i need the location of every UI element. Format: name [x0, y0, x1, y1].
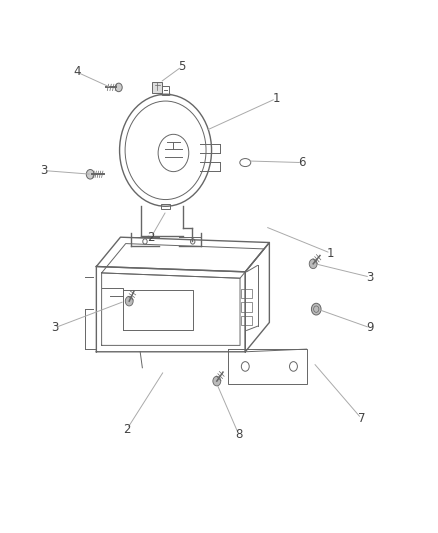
Circle shape — [143, 239, 147, 244]
Circle shape — [311, 303, 321, 315]
Bar — [152, 82, 162, 93]
Bar — [241, 289, 252, 298]
Bar — [162, 86, 169, 95]
Text: 1: 1 — [272, 92, 280, 105]
Text: 2: 2 — [123, 423, 131, 435]
Text: 6: 6 — [298, 156, 306, 169]
Text: 1: 1 — [327, 247, 335, 260]
Text: 2: 2 — [147, 231, 155, 244]
Bar — [228, 349, 307, 384]
Circle shape — [191, 239, 195, 244]
Circle shape — [115, 83, 122, 92]
Circle shape — [125, 296, 133, 306]
Bar — [241, 316, 252, 325]
Bar — [241, 302, 252, 312]
Text: 8: 8 — [235, 428, 242, 441]
Circle shape — [290, 361, 297, 371]
Circle shape — [213, 376, 221, 386]
Text: 9: 9 — [366, 321, 374, 334]
Bar — [161, 204, 170, 209]
Circle shape — [241, 361, 249, 371]
Text: 3: 3 — [367, 271, 374, 284]
Text: 3: 3 — [40, 164, 47, 177]
Text: 3: 3 — [51, 321, 58, 334]
Text: 4: 4 — [73, 66, 81, 78]
Circle shape — [86, 169, 94, 179]
Text: 7: 7 — [357, 412, 365, 425]
Circle shape — [309, 259, 317, 269]
Text: 5: 5 — [178, 60, 185, 73]
